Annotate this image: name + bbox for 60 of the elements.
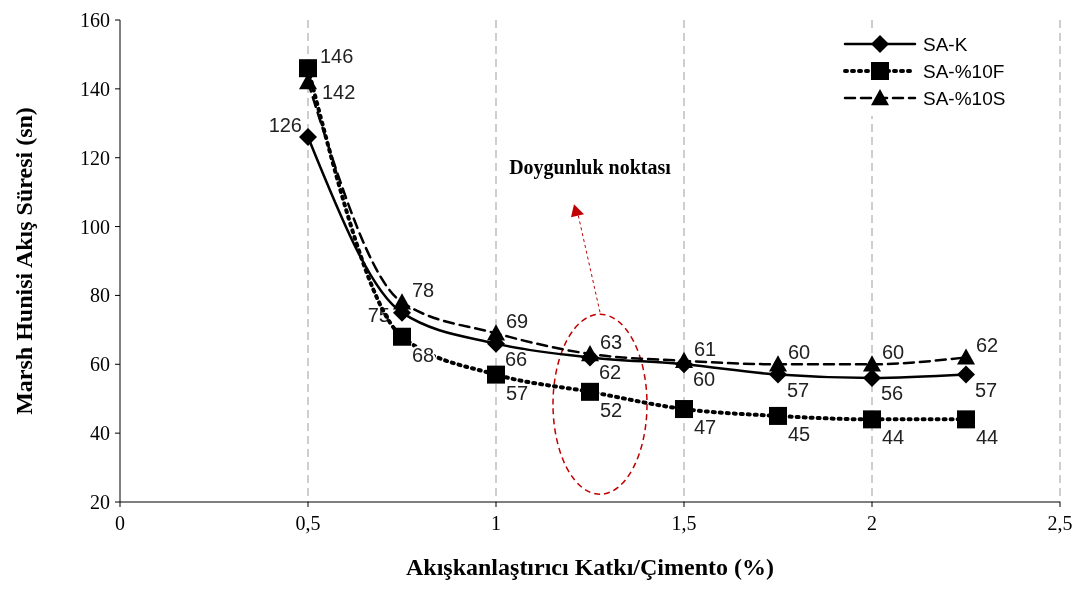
data-label: 57 xyxy=(506,381,529,404)
annotation: Doygunluk noktası xyxy=(509,156,672,180)
point xyxy=(863,355,881,372)
point xyxy=(769,406,787,425)
legend-label: SA-K xyxy=(923,33,968,55)
data-label: 44 xyxy=(976,426,999,449)
y-axis-title: Marsh Hunisi Akış Süresi (sn) xyxy=(11,107,37,415)
data-label: 78 xyxy=(412,279,435,302)
data-label: 62 xyxy=(599,361,622,384)
point xyxy=(299,128,317,147)
x-tick-label: 0,5 xyxy=(295,512,321,534)
data-label: 56 xyxy=(881,382,904,405)
y-tick-label: 160 xyxy=(80,9,110,31)
data-label: 66 xyxy=(505,347,528,370)
x-tick-label: 0 xyxy=(115,512,125,534)
point xyxy=(957,348,975,365)
point xyxy=(675,351,693,369)
point xyxy=(675,400,693,419)
data-label: 57 xyxy=(975,378,998,401)
x-axis-title: Akışkanlaştırıcı Katkı/Çimento (%) xyxy=(405,554,775,580)
data-label: 60 xyxy=(882,341,905,364)
y-tick-label: 140 xyxy=(80,77,110,100)
data-label: 57 xyxy=(787,378,810,401)
x-tick-label: 2,5 xyxy=(1047,512,1073,534)
point xyxy=(863,410,881,429)
data-label: 146 xyxy=(320,45,354,68)
legend-label: SA-%10F xyxy=(923,60,1005,82)
point xyxy=(957,410,975,429)
data-label: 52 xyxy=(600,398,623,421)
data-label: 60 xyxy=(693,368,716,391)
data-label: 47 xyxy=(694,416,717,439)
y-tick-label: 120 xyxy=(80,146,110,169)
data-label: 63 xyxy=(600,330,623,353)
data-label: 62 xyxy=(976,334,999,357)
data-label: 45 xyxy=(788,422,811,445)
data-label: 44 xyxy=(882,426,905,449)
y-tick-label: 60 xyxy=(90,353,110,376)
x-tick-label: 2 xyxy=(867,512,877,534)
point xyxy=(393,327,411,346)
legend-label: SA-%10S xyxy=(923,87,1006,109)
x-tick-label: 1 xyxy=(491,512,501,534)
point xyxy=(393,293,411,310)
point xyxy=(581,382,599,401)
data-label: 60 xyxy=(788,341,811,364)
point xyxy=(863,369,881,388)
point xyxy=(957,365,975,384)
point xyxy=(581,344,599,362)
point xyxy=(769,355,787,372)
y-tick-label: 20 xyxy=(90,491,110,513)
point xyxy=(487,365,505,384)
data-label: 142 xyxy=(322,80,356,103)
data-label: 69 xyxy=(506,310,529,333)
point xyxy=(299,59,317,78)
data-label: 126 xyxy=(268,114,302,137)
y-tick-label: 80 xyxy=(90,284,110,307)
y-tick-label: 100 xyxy=(80,215,110,238)
data-label: 61 xyxy=(694,337,717,360)
point xyxy=(487,324,505,341)
x-tick-label: 1,5 xyxy=(671,512,697,534)
y-tick-label: 40 xyxy=(90,422,110,445)
